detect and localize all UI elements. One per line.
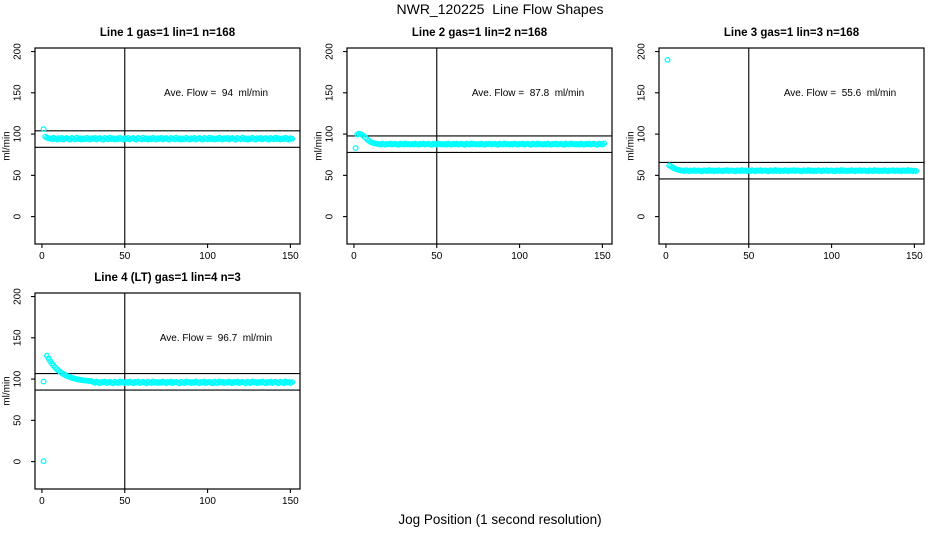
ave-flow-annotation: Ave. Flow = 55.6 ml/min xyxy=(784,88,896,99)
y-axis-label: ml/min xyxy=(2,131,13,160)
x-tick-label: 150 xyxy=(594,251,611,262)
y-axis-label: ml/min xyxy=(314,131,325,160)
flow-panel: Line 2 gas=1 lin=2 n=168 0 50 100 150 0 50 100 1… xyxy=(312,20,624,265)
x-tick-label: 100 xyxy=(511,251,528,262)
panel-plot: Line 1 gas=1 lin=1 n=168 0 50 100 150 0 50 100 1… xyxy=(2,27,301,262)
ave-flow-annotation: Ave. Flow = 87.8 ml/min xyxy=(472,88,584,99)
x-tick-label: 50 xyxy=(119,496,131,507)
y-axis-label: ml/min xyxy=(626,131,637,160)
y-tick-label: 0 xyxy=(325,213,336,219)
x-tick-label: 100 xyxy=(823,251,840,262)
y-tick-label: 0 xyxy=(13,458,24,464)
x-tick-label: 0 xyxy=(663,251,669,262)
y-tick-label: 100 xyxy=(637,125,648,142)
x-tick-label: 0 xyxy=(39,251,45,262)
x-tick-label: 0 xyxy=(351,251,357,262)
data-points xyxy=(664,56,920,175)
data-point xyxy=(40,126,47,133)
data-point xyxy=(40,458,47,465)
x-tick-label: 150 xyxy=(282,496,299,507)
data-point xyxy=(289,135,296,142)
flow-panel: Line 4 (LT) gas=1 lin=4 n=3 0 50 100 150 0 50 1… xyxy=(0,265,312,510)
y-tick-label: 0 xyxy=(637,213,648,219)
panel-plot: Line 4 (LT) gas=1 lin=4 n=3 0 50 100 150 0 50 1… xyxy=(2,272,301,507)
y-tick-label: 100 xyxy=(12,125,23,142)
y-tick-label: 150 xyxy=(325,84,336,101)
data-points xyxy=(40,126,296,143)
y-tick-label: 50 xyxy=(325,169,336,181)
panel-title: Line 1 gas=1 lin=1 n=168 xyxy=(100,27,236,39)
x-tick-label: 150 xyxy=(906,251,923,262)
flow-panel: Line 3 gas=1 lin=3 n=168 0 50 100 150 0 50 100 1… xyxy=(624,20,936,265)
plot-box xyxy=(346,47,613,245)
x-tick-label: 50 xyxy=(119,251,131,262)
y-tick-label: 200 xyxy=(325,43,336,60)
panel-plot: Line 2 gas=1 lin=2 n=168 0 50 100 150 0 50 100 1… xyxy=(314,27,613,262)
y-tick-label: 50 xyxy=(13,169,24,181)
panel-title: Line 2 gas=1 lin=2 n=168 xyxy=(412,27,548,39)
data-points xyxy=(352,130,608,152)
y-tick-label: 150 xyxy=(637,84,648,101)
x-tick-label: 100 xyxy=(199,496,216,507)
data-point xyxy=(40,378,47,385)
y-tick-label: 50 xyxy=(637,169,648,181)
y-tick-label: 150 xyxy=(13,329,24,346)
data-point xyxy=(352,145,359,152)
data-point xyxy=(913,168,920,174)
y-tick-label: 150 xyxy=(13,84,24,101)
y-tick-label: 200 xyxy=(13,43,24,60)
data-point xyxy=(664,56,671,63)
plot-box xyxy=(34,292,301,490)
y-tick-label: 0 xyxy=(13,213,24,219)
y-tick-label: 200 xyxy=(637,43,648,60)
data-point xyxy=(289,379,296,386)
x-tick-label: 150 xyxy=(282,251,299,262)
y-axis-label: ml/min xyxy=(2,376,13,405)
figure-xlabel: Jog Position (1 second resolution) xyxy=(398,512,602,527)
ave-flow-annotation: Ave. Flow = 96.7 ml/min xyxy=(160,333,272,344)
y-tick-label: 100 xyxy=(325,125,336,142)
x-tick-label: 50 xyxy=(743,251,755,262)
plot-box xyxy=(658,47,925,245)
x-tick-label: 0 xyxy=(39,496,45,507)
panel-title: Line 4 (LT) gas=1 lin=4 n=3 xyxy=(94,272,240,284)
x-tick-label: 50 xyxy=(431,251,443,262)
flow-panel: Line 1 gas=1 lin=1 n=168 0 50 100 150 0 50 100 1… xyxy=(0,20,312,265)
y-tick-label: 200 xyxy=(13,288,24,305)
y-tick-label: 100 xyxy=(12,370,23,387)
ave-flow-annotation: Ave. Flow = 94 ml/min xyxy=(164,88,268,99)
data-point xyxy=(601,140,608,147)
plot-box xyxy=(34,47,301,245)
data-points xyxy=(40,352,296,465)
panel-plot: Line 3 gas=1 lin=3 n=168 0 50 100 150 0 50 100 1… xyxy=(626,27,925,262)
y-tick-label: 50 xyxy=(13,414,24,426)
panel-title: Line 3 gas=1 lin=3 n=168 xyxy=(724,27,860,39)
figure-title: NWR_120225 Line Flow Shapes xyxy=(396,1,604,17)
x-tick-label: 100 xyxy=(199,251,216,262)
